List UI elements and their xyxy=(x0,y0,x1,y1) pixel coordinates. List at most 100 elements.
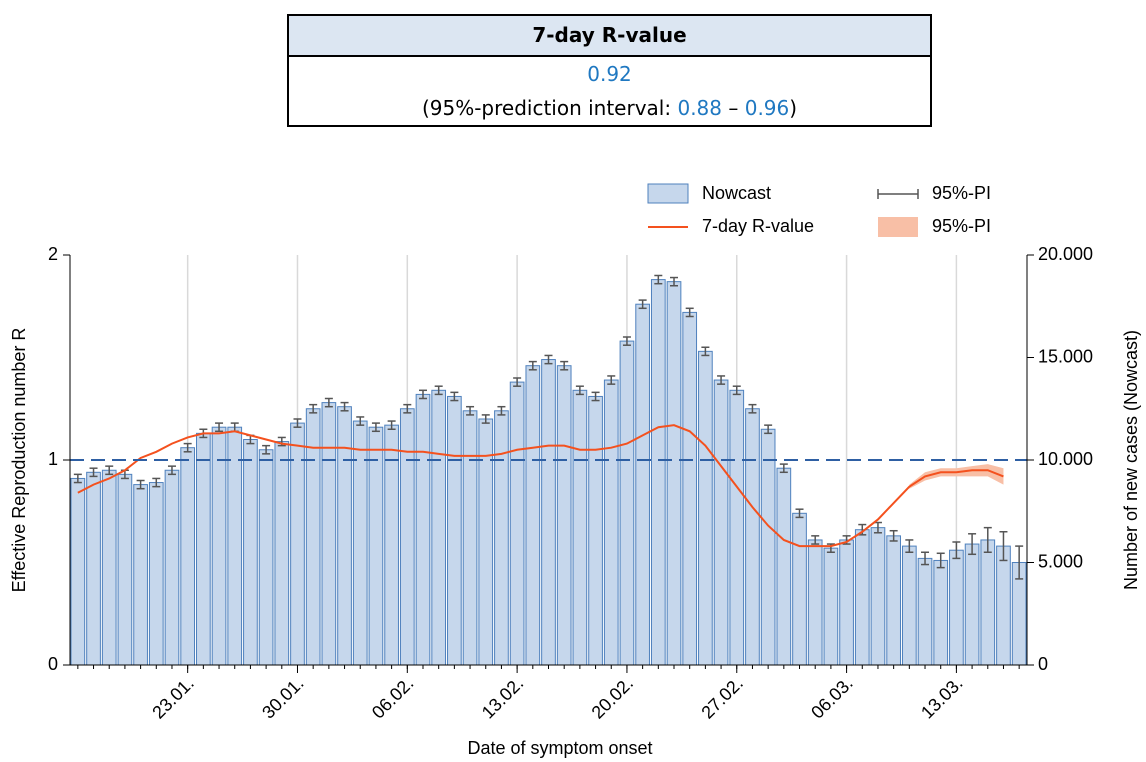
bar xyxy=(996,545,1011,666)
error-bar xyxy=(575,385,584,396)
legend-label: Nowcast xyxy=(702,183,771,203)
interval-lower: 0.88 xyxy=(677,96,722,120)
x-tick-label: 06.02. xyxy=(368,673,418,723)
y2-tick-label: 20.000 xyxy=(1038,244,1093,264)
error-bar xyxy=(858,523,867,536)
x-tick-label: 13.02. xyxy=(478,673,528,723)
error-bar xyxy=(481,414,490,424)
bar xyxy=(148,482,164,666)
y2-axis-title: Number of new cases (Nowcast) xyxy=(1121,330,1141,590)
error-bar xyxy=(293,418,302,428)
bar xyxy=(807,539,823,666)
bar xyxy=(572,389,588,666)
error-bar xyxy=(89,467,98,478)
bar xyxy=(603,379,619,666)
error-bar xyxy=(983,526,992,553)
bar xyxy=(525,365,541,666)
bar xyxy=(399,408,415,666)
bar xyxy=(917,557,933,666)
r-value: 0.92 xyxy=(587,62,632,86)
bar xyxy=(509,381,525,666)
x-tick-label: 23.01. xyxy=(148,673,198,723)
error-bar xyxy=(905,539,914,553)
bar xyxy=(274,441,290,666)
bar xyxy=(415,393,431,666)
y-tick-label: 2 xyxy=(48,244,58,264)
bar xyxy=(101,469,117,666)
bar xyxy=(635,303,650,666)
y2-tick-label: 5.000 xyxy=(1038,551,1083,571)
error-bar xyxy=(167,465,176,476)
legend-label: 95%-PI xyxy=(932,216,991,236)
error-bar xyxy=(136,479,145,490)
x-tick-label: 30.01. xyxy=(258,673,308,723)
x-tick-label: 13.03. xyxy=(917,673,967,723)
bar xyxy=(180,447,196,666)
y-axis-title: Effective Reproduction number R xyxy=(9,328,29,593)
error-bar xyxy=(921,551,930,566)
error-bar xyxy=(183,442,192,453)
error-bar xyxy=(936,552,945,569)
bar xyxy=(980,539,996,666)
bar xyxy=(619,340,635,666)
error-bar xyxy=(701,346,710,357)
error-bar xyxy=(403,403,412,414)
error-bar xyxy=(105,465,114,476)
bar xyxy=(854,529,870,666)
error-bar xyxy=(654,274,663,285)
error-bar xyxy=(811,535,820,545)
error-bar xyxy=(215,422,224,433)
bar xyxy=(870,527,886,666)
error-bar xyxy=(434,385,443,396)
interval-separator: – xyxy=(728,96,739,120)
bar xyxy=(117,473,133,666)
bar xyxy=(650,279,666,666)
bar xyxy=(964,543,980,666)
error-bar xyxy=(670,276,679,287)
bar xyxy=(337,406,352,666)
bar xyxy=(70,477,86,666)
error-bar xyxy=(309,403,318,414)
error-bar xyxy=(371,422,380,433)
y-tick-label: 0 xyxy=(48,654,58,674)
bar xyxy=(682,311,698,666)
error-bar xyxy=(356,416,365,426)
bar xyxy=(556,365,572,666)
error-bar xyxy=(544,354,553,365)
error-bar xyxy=(466,405,475,416)
y2-tick-label: 15.000 xyxy=(1038,346,1093,366)
error-bar xyxy=(795,508,804,519)
error-bar xyxy=(685,307,694,318)
error-bar xyxy=(638,299,647,310)
error-bar xyxy=(999,531,1008,562)
table-title: 7-day R-value xyxy=(289,16,930,57)
error-bar xyxy=(387,420,396,430)
error-bar xyxy=(1015,545,1024,580)
bar xyxy=(792,512,807,666)
y2-tick-label: 0 xyxy=(1038,654,1048,674)
error-bar xyxy=(324,397,333,408)
y-tick-label: 1 xyxy=(48,449,58,469)
bar xyxy=(901,545,917,666)
error-bar xyxy=(764,424,773,435)
error-bar xyxy=(732,385,741,396)
legend-label: 7-day R-value xyxy=(702,216,814,236)
bar xyxy=(211,426,227,666)
legend-swatch xyxy=(878,217,918,237)
bar xyxy=(368,426,384,666)
x-tick-label: 06.03. xyxy=(807,673,857,723)
error-bar xyxy=(779,463,788,474)
bar xyxy=(352,420,368,666)
bar xyxy=(713,379,729,666)
error-bar xyxy=(560,360,569,371)
error-bar xyxy=(513,377,522,387)
interval: (95%-prediction interval: 0.88 – 0.96) xyxy=(289,91,930,125)
bar xyxy=(729,389,745,666)
error-bar xyxy=(418,389,427,400)
x-tick-label: 27.02. xyxy=(697,673,747,723)
error-bar xyxy=(717,375,726,385)
bar xyxy=(494,410,509,666)
r-line xyxy=(77,424,1004,548)
y2-tick-label: 10.000 xyxy=(1038,449,1093,469)
